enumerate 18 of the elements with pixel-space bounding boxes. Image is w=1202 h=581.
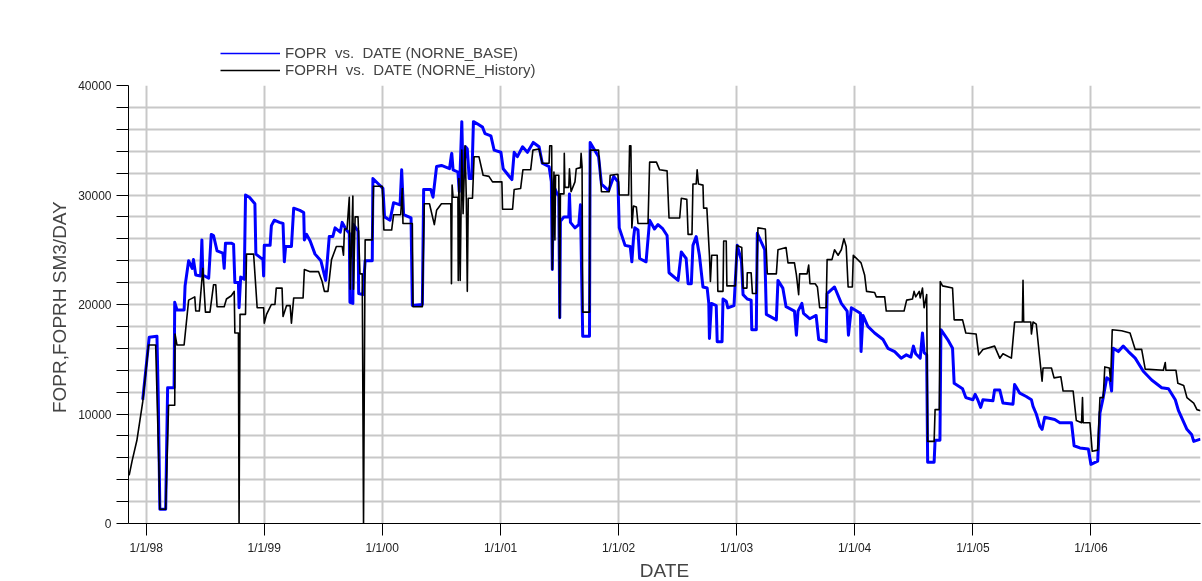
y-tick-label: 0 (104, 517, 112, 531)
y-tick-label: 40000 (78, 79, 112, 93)
x-tick-label: 1/1/04 (837, 540, 872, 555)
y-tick-label: 20000 (78, 298, 112, 312)
x-tick-label: 1/1/99 (247, 540, 282, 555)
y-tick-label: 30000 (78, 188, 112, 203)
x-tick-label: 1/1/98 (129, 540, 164, 555)
x-tick-label: 1/1/00 (365, 540, 400, 555)
x-tick-label: 1/1/01 (483, 540, 518, 555)
y-axis-title: FOPR,FOPRH SM3/DAY (49, 200, 71, 414)
x-axis-title: DATE (639, 559, 690, 581)
x-tick-label: 1/1/05 (956, 540, 990, 555)
x-tick-label: 1/1/03 (719, 540, 754, 555)
legend-label: FOPR vs. DATE (NORNE_BASE) (285, 44, 519, 61)
x-tick-label: 1/1/06 (1074, 540, 1108, 555)
y-tick-label: 10000 (78, 407, 112, 422)
x-tick-label: 1/1/02 (601, 540, 636, 555)
legend-label: FOPRH vs. DATE (NORNE_History) (285, 61, 536, 78)
